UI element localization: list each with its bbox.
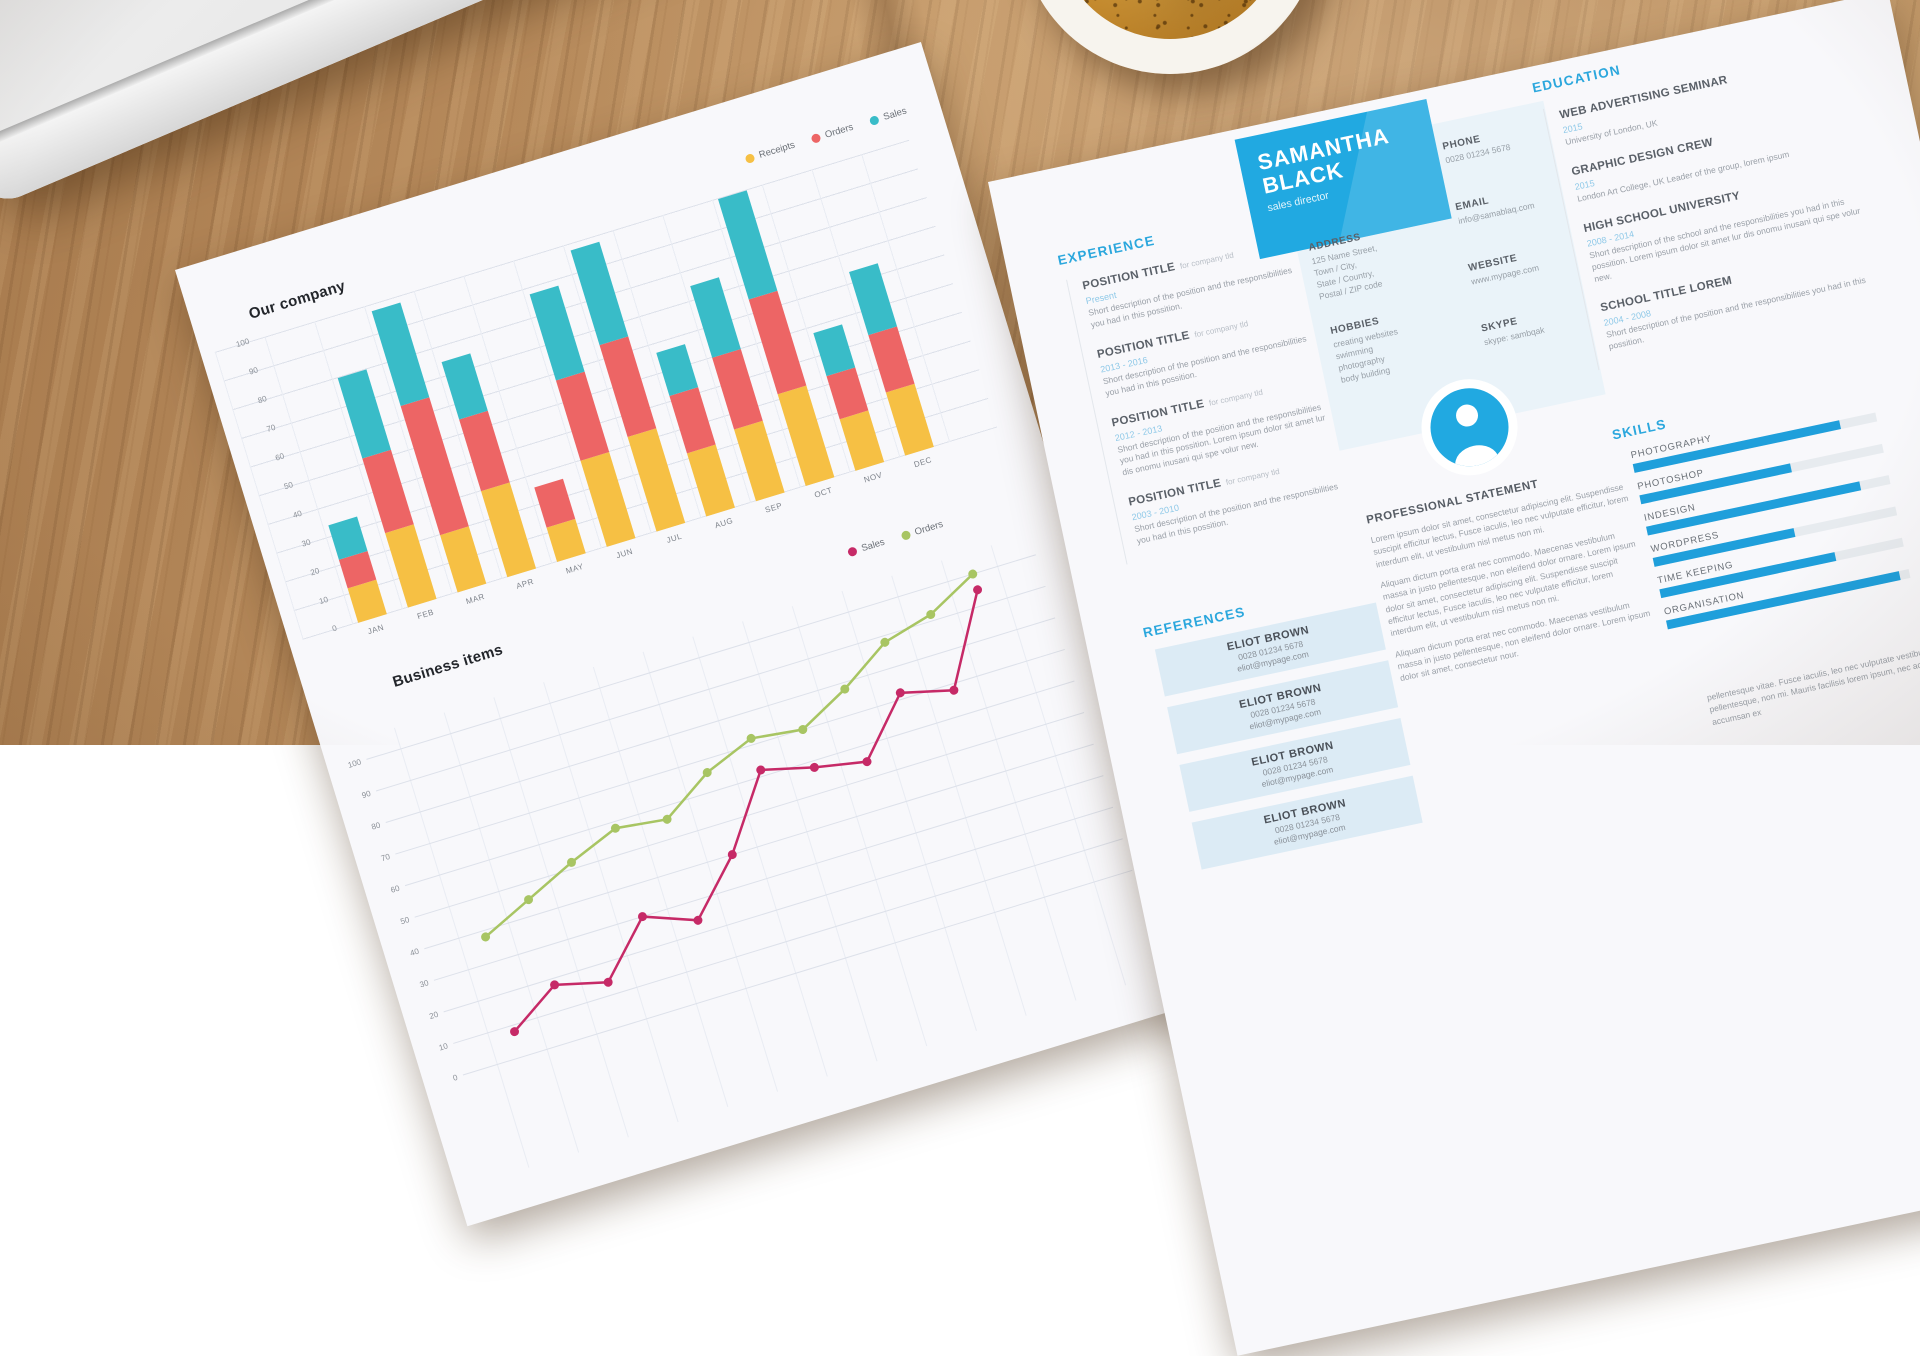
education-entries: WEB ADVERTISING SEMINAR 2015 University of…: [1542, 45, 1897, 371]
bar-segment-receipts: [839, 410, 885, 471]
line-chart-ytick: 20: [428, 1010, 440, 1021]
bar-segment-receipts: [734, 420, 785, 502]
data-point-sales: [973, 585, 983, 595]
legend-dot-sales: [847, 546, 859, 558]
bar-segment-sales: [813, 324, 856, 377]
y-axis-tick: 0: [331, 623, 339, 634]
line-chart-legend: Sales Orders: [847, 519, 944, 559]
bar-segment-orders: [712, 349, 763, 430]
y-axis-tick: 20: [309, 566, 321, 578]
legend-item-orders: Orders: [810, 121, 855, 145]
line-series-orders: [484, 573, 974, 938]
legend-dot-receipts: [744, 152, 756, 165]
line-chart-ytick: 0: [452, 1073, 459, 1083]
bar-segment-sales: [690, 277, 741, 358]
data-point-sales: [727, 850, 737, 860]
coffee-crema-specks: [1055, 0, 1285, 39]
y-axis-tick: 70: [265, 422, 277, 434]
bar-segment-sales: [529, 285, 585, 381]
legend-dot-orders: [900, 529, 912, 541]
data-point-sales: [693, 915, 703, 925]
y-axis-tick: 100: [234, 336, 251, 350]
legend-label: Sales: [882, 105, 908, 123]
data-point-sales: [895, 688, 905, 698]
bar-segment-orders: [534, 478, 576, 528]
references-list: ELIOT BROWN 0028 01234 5678 eliot@mypage.c…: [1154, 602, 1425, 881]
bar-segment-orders: [826, 367, 869, 420]
line-chart-ytick: 40: [409, 947, 421, 958]
data-point-orders: [968, 569, 978, 579]
bar-segment-sales: [570, 241, 629, 346]
data-point-sales: [809, 762, 819, 772]
data-point-orders: [798, 725, 808, 735]
line-chart-ytick: 100: [347, 757, 363, 770]
line-chart-ytick: 60: [390, 883, 402, 894]
y-axis-tick: 30: [300, 537, 312, 549]
data-point-sales: [603, 977, 613, 987]
footer-text-fragment: pellentesque vitae. Fusce iaculis, leo n…: [1705, 632, 1920, 727]
bar-segment-receipts: [481, 482, 537, 578]
bar-segment-receipts: [440, 526, 487, 593]
data-point-sales: [637, 912, 647, 922]
y-axis-tick: 90: [247, 365, 260, 377]
legend-item-sales: Sales: [868, 105, 908, 127]
data-point-sales: [949, 685, 959, 695]
line-series-sales: [513, 589, 979, 1033]
y-axis-tick: 60: [274, 451, 286, 463]
bar-segment-receipts: [580, 452, 636, 547]
y-axis-tick: 50: [283, 480, 295, 492]
line-chart-plot: 100 90 80 70 60 50 40 30 20 10 0: [338, 524, 1165, 1189]
line-chart-ytick: 50: [399, 915, 411, 926]
bar-segment-orders: [459, 410, 510, 492]
bar-segment-orders: [868, 326, 915, 393]
bar-segment-sales: [849, 263, 898, 336]
bar-segment-sales: [337, 369, 391, 459]
y-axis-tick: 40: [291, 508, 303, 521]
legend-item-sales: Sales: [847, 537, 886, 559]
legend-label: Orders: [823, 121, 855, 141]
data-point-orders: [880, 637, 890, 647]
legend-dot-sales: [868, 114, 881, 127]
bar-segment-sales: [656, 344, 699, 396]
bar-segment-orders: [555, 371, 610, 461]
data-point-orders: [746, 733, 756, 743]
bar-segment-sales: [371, 302, 430, 406]
line-chart-ytick: 30: [419, 978, 431, 989]
bar-segment-receipts: [686, 444, 735, 517]
bar-segment-sales: [718, 190, 778, 300]
data-point-orders: [840, 684, 850, 694]
bar-segment-sales: [441, 353, 488, 420]
legend-dot-orders: [810, 132, 822, 144]
y-axis-tick: 10: [318, 594, 330, 607]
data-point-sales: [862, 757, 872, 767]
person-icon: [1423, 380, 1516, 474]
legend-label: Receipts: [757, 139, 797, 161]
line-chart-ytick: 90: [361, 789, 373, 800]
line-chart-ytick: 70: [380, 852, 392, 863]
legend-label: Sales: [860, 536, 887, 555]
bar-segment-orders: [362, 449, 414, 534]
line-chart-title: Business items: [390, 641, 505, 691]
skills-list: PHOTOGRAPHY PHOTOSHOP INDESIGN WORDPRESS TIM…: [1630, 399, 1912, 638]
legend-item-receipts: Receipts: [744, 140, 796, 165]
data-point-sales: [756, 765, 766, 775]
y-axis-tick: 80: [256, 394, 268, 406]
bar-segment-orders: [599, 336, 657, 437]
education-heading: EDUCATION: [1530, 62, 1623, 96]
bar-segment-receipts: [885, 383, 934, 456]
skills-heading: SKILLS: [1610, 416, 1668, 443]
bar-segment-receipts: [777, 385, 835, 487]
resume-paper: SAMANTHA BLACK sales director EXPERIENCE…: [988, 0, 1920, 1356]
data-point-orders: [926, 609, 936, 619]
line-chart-ytick: 80: [370, 820, 382, 831]
bar-segment-orders: [748, 290, 807, 395]
bar-segment-orders: [669, 387, 716, 454]
line-chart-ytick: 10: [438, 1041, 450, 1052]
legend-item-orders: Orders: [900, 519, 944, 542]
bar-segment-receipts: [627, 428, 686, 532]
legend-label: Orders: [913, 518, 945, 538]
bar-segment-receipts: [385, 524, 437, 608]
